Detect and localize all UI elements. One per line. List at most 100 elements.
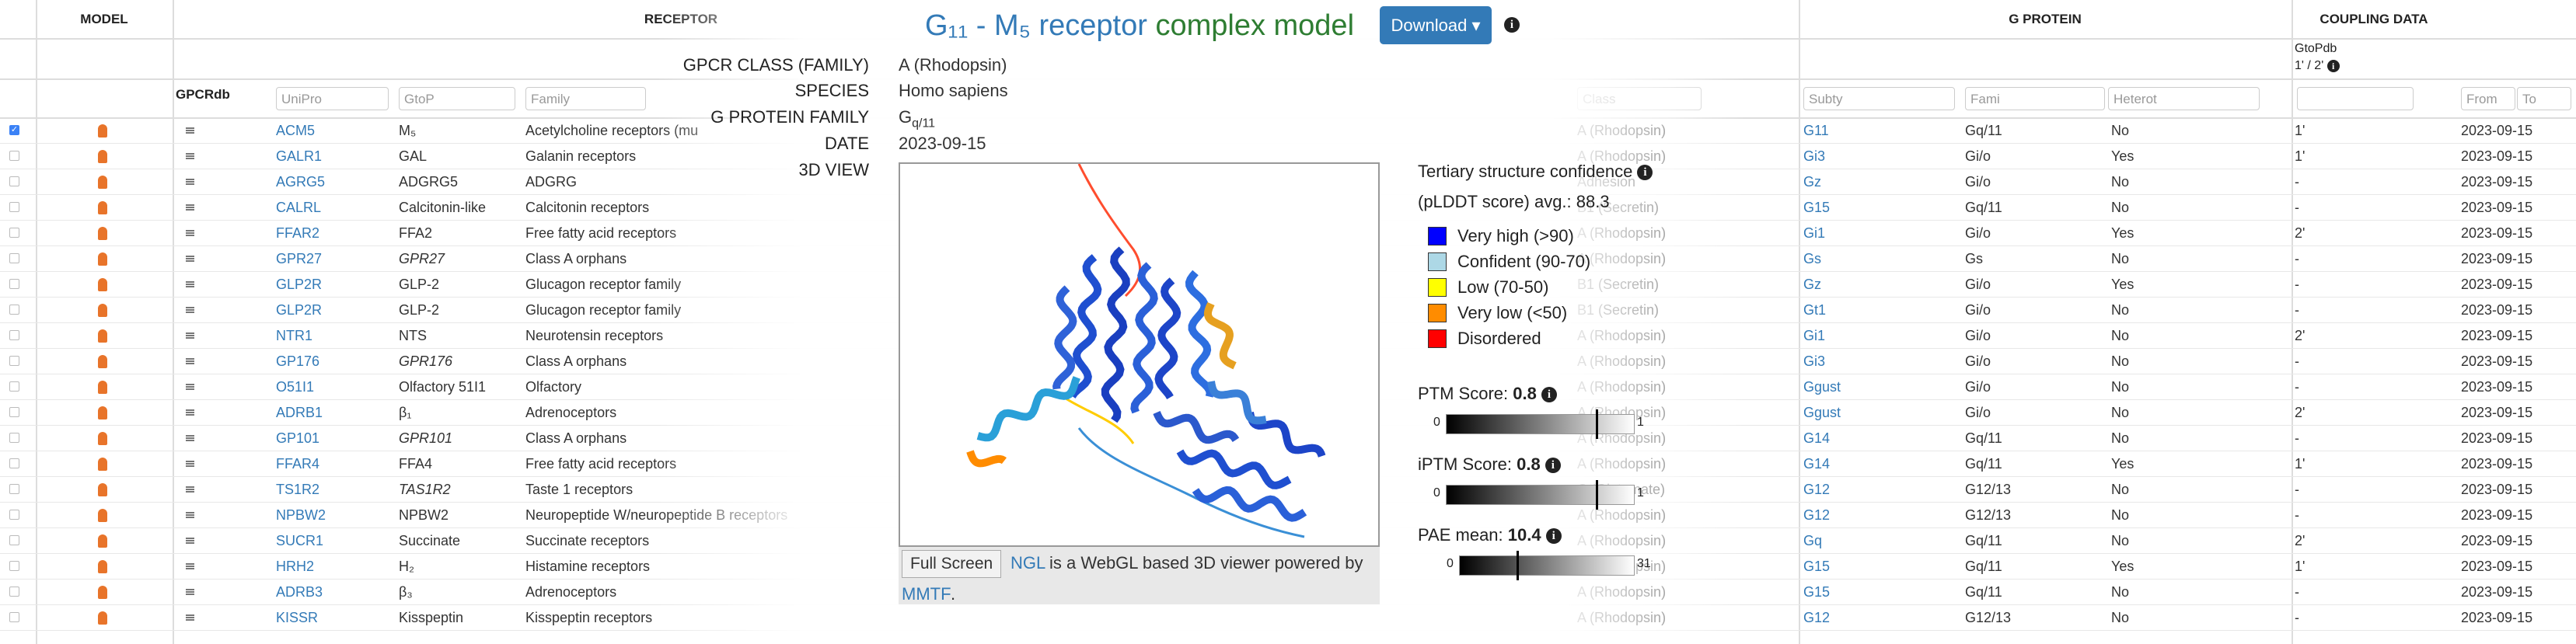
uniprot-link[interactable]: NPBW2 xyxy=(276,507,326,523)
uniprot-link[interactable]: GP101 xyxy=(276,430,320,446)
gprotein-subtype[interactable]: G14 xyxy=(1803,430,1831,446)
row-checkbox[interactable] xyxy=(9,433,19,443)
uniprot-link[interactable]: FFAR4 xyxy=(276,456,320,472)
model-icon[interactable] xyxy=(98,278,107,291)
fullscreen-button[interactable]: Full Screen xyxy=(902,550,1002,578)
uniprot-link[interactable]: HRH2 xyxy=(276,559,315,574)
model-icon[interactable] xyxy=(98,124,107,138)
table-icon[interactable] xyxy=(186,512,194,519)
table-icon[interactable] xyxy=(186,384,194,391)
gprotein-subtype[interactable]: Gs xyxy=(1803,251,1822,266)
gprotein-subtype[interactable]: Gz xyxy=(1803,277,1822,292)
row-checkbox[interactable] xyxy=(9,330,19,340)
model-icon[interactable] xyxy=(98,201,107,214)
gprotein-subtype[interactable]: Gz xyxy=(1803,174,1822,190)
table-icon[interactable] xyxy=(186,563,194,570)
row-checkbox[interactable] xyxy=(9,612,19,622)
filter-input[interactable]: GtoP xyxy=(399,87,515,110)
filter-input[interactable] xyxy=(2297,87,2414,110)
row-checkbox[interactable] xyxy=(9,176,19,186)
gprotein-subtype[interactable]: Gi3 xyxy=(1803,353,1826,369)
row-checkbox[interactable] xyxy=(9,561,19,571)
download-button[interactable]: Download ▾ xyxy=(1380,6,1492,44)
table-icon[interactable] xyxy=(186,435,194,442)
uniprot-link[interactable]: FFAR2 xyxy=(276,225,320,241)
row-checkbox[interactable] xyxy=(9,202,19,212)
model-icon[interactable] xyxy=(98,458,107,471)
row-checkbox[interactable] xyxy=(9,407,19,417)
row-checkbox[interactable]: ✓ xyxy=(9,125,19,135)
model-icon[interactable] xyxy=(98,560,107,573)
table-icon[interactable] xyxy=(186,179,194,186)
model-icon[interactable] xyxy=(98,586,107,599)
table-icon[interactable] xyxy=(186,461,194,468)
uniprot-link[interactable]: GLP2R xyxy=(276,277,323,292)
table-icon[interactable] xyxy=(186,281,194,288)
model-icon[interactable] xyxy=(98,381,107,394)
table-icon[interactable] xyxy=(186,538,194,545)
uniprot-link[interactable]: O51I1 xyxy=(276,379,315,395)
gprotein-subtype[interactable]: G12 xyxy=(1803,507,1831,523)
uniprot-link[interactable]: GALR1 xyxy=(276,148,323,164)
model-icon[interactable] xyxy=(98,304,107,317)
uniprot-link[interactable]: NTR1 xyxy=(276,328,313,343)
model-icon[interactable] xyxy=(98,355,107,368)
table-icon[interactable] xyxy=(186,358,194,365)
model-icon[interactable] xyxy=(98,534,107,548)
row-checkbox[interactable] xyxy=(9,305,19,315)
table-icon[interactable] xyxy=(186,486,194,493)
row-checkbox[interactable] xyxy=(9,151,19,161)
filter-input[interactable]: Heterot xyxy=(2108,87,2260,110)
ngl-link[interactable]: NGL xyxy=(1011,553,1046,573)
model-icon[interactable] xyxy=(98,509,107,522)
row-checkbox[interactable] xyxy=(9,253,19,263)
uniprot-link[interactable]: CALRL xyxy=(276,200,322,215)
gprotein-subtype[interactable]: G15 xyxy=(1803,584,1831,600)
gprotein-subtype[interactable]: Gt1 xyxy=(1803,302,1827,318)
uniprot-link[interactable]: GLP2R xyxy=(276,302,323,318)
table-icon[interactable] xyxy=(186,614,194,621)
gprotein-subtype[interactable]: Gq xyxy=(1803,533,1823,548)
model-icon[interactable] xyxy=(98,611,107,625)
model-icon[interactable] xyxy=(98,329,107,343)
model-icon[interactable] xyxy=(98,176,107,189)
gprotein-subtype[interactable]: Ggust xyxy=(1803,405,1841,420)
gprotein-subtype[interactable]: G15 xyxy=(1803,200,1831,215)
model-icon[interactable] xyxy=(98,432,107,445)
table-icon[interactable] xyxy=(186,204,194,211)
model-icon[interactable] xyxy=(98,252,107,266)
filter-input[interactable]: Subty xyxy=(1803,87,1955,110)
filter-input[interactable]: UniPro xyxy=(276,87,389,110)
gprotein-subtype[interactable]: G14 xyxy=(1803,456,1831,472)
row-checkbox[interactable] xyxy=(9,228,19,238)
row-checkbox[interactable] xyxy=(9,356,19,366)
row-checkbox[interactable] xyxy=(9,587,19,597)
model-icon[interactable] xyxy=(98,483,107,496)
filter-input[interactable]: Family xyxy=(525,87,646,110)
model-icon[interactable] xyxy=(98,150,107,163)
gprotein-subtype[interactable]: G12 xyxy=(1803,482,1831,497)
table-icon[interactable] xyxy=(186,256,194,263)
table-icon[interactable] xyxy=(186,153,194,160)
uniprot-link[interactable]: ADRB1 xyxy=(276,405,323,420)
gprotein-subtype[interactable]: Ggust xyxy=(1803,379,1841,395)
mmtf-link[interactable]: MMTF xyxy=(902,584,951,604)
model-icon[interactable] xyxy=(98,406,107,419)
gprotein-subtype[interactable]: Gi1 xyxy=(1803,225,1826,241)
uniprot-link[interactable]: TS1R2 xyxy=(276,482,320,497)
row-checkbox[interactable] xyxy=(9,381,19,392)
table-icon[interactable] xyxy=(186,230,194,237)
row-checkbox[interactable] xyxy=(9,458,19,468)
table-icon[interactable] xyxy=(186,307,194,314)
filter-input[interactable]: To xyxy=(2517,87,2571,110)
row-checkbox[interactable] xyxy=(9,535,19,545)
table-icon[interactable] xyxy=(186,409,194,416)
uniprot-link[interactable]: KISSR xyxy=(276,610,319,625)
uniprot-link[interactable]: GP176 xyxy=(276,353,320,369)
row-checkbox[interactable] xyxy=(9,279,19,289)
uniprot-link[interactable]: AGRG5 xyxy=(276,174,326,190)
viewer-3d[interactable] xyxy=(899,162,1380,547)
uniprot-link[interactable]: GPR27 xyxy=(276,251,323,266)
table-icon[interactable] xyxy=(186,589,194,596)
gprotein-subtype[interactable]: G15 xyxy=(1803,559,1831,574)
